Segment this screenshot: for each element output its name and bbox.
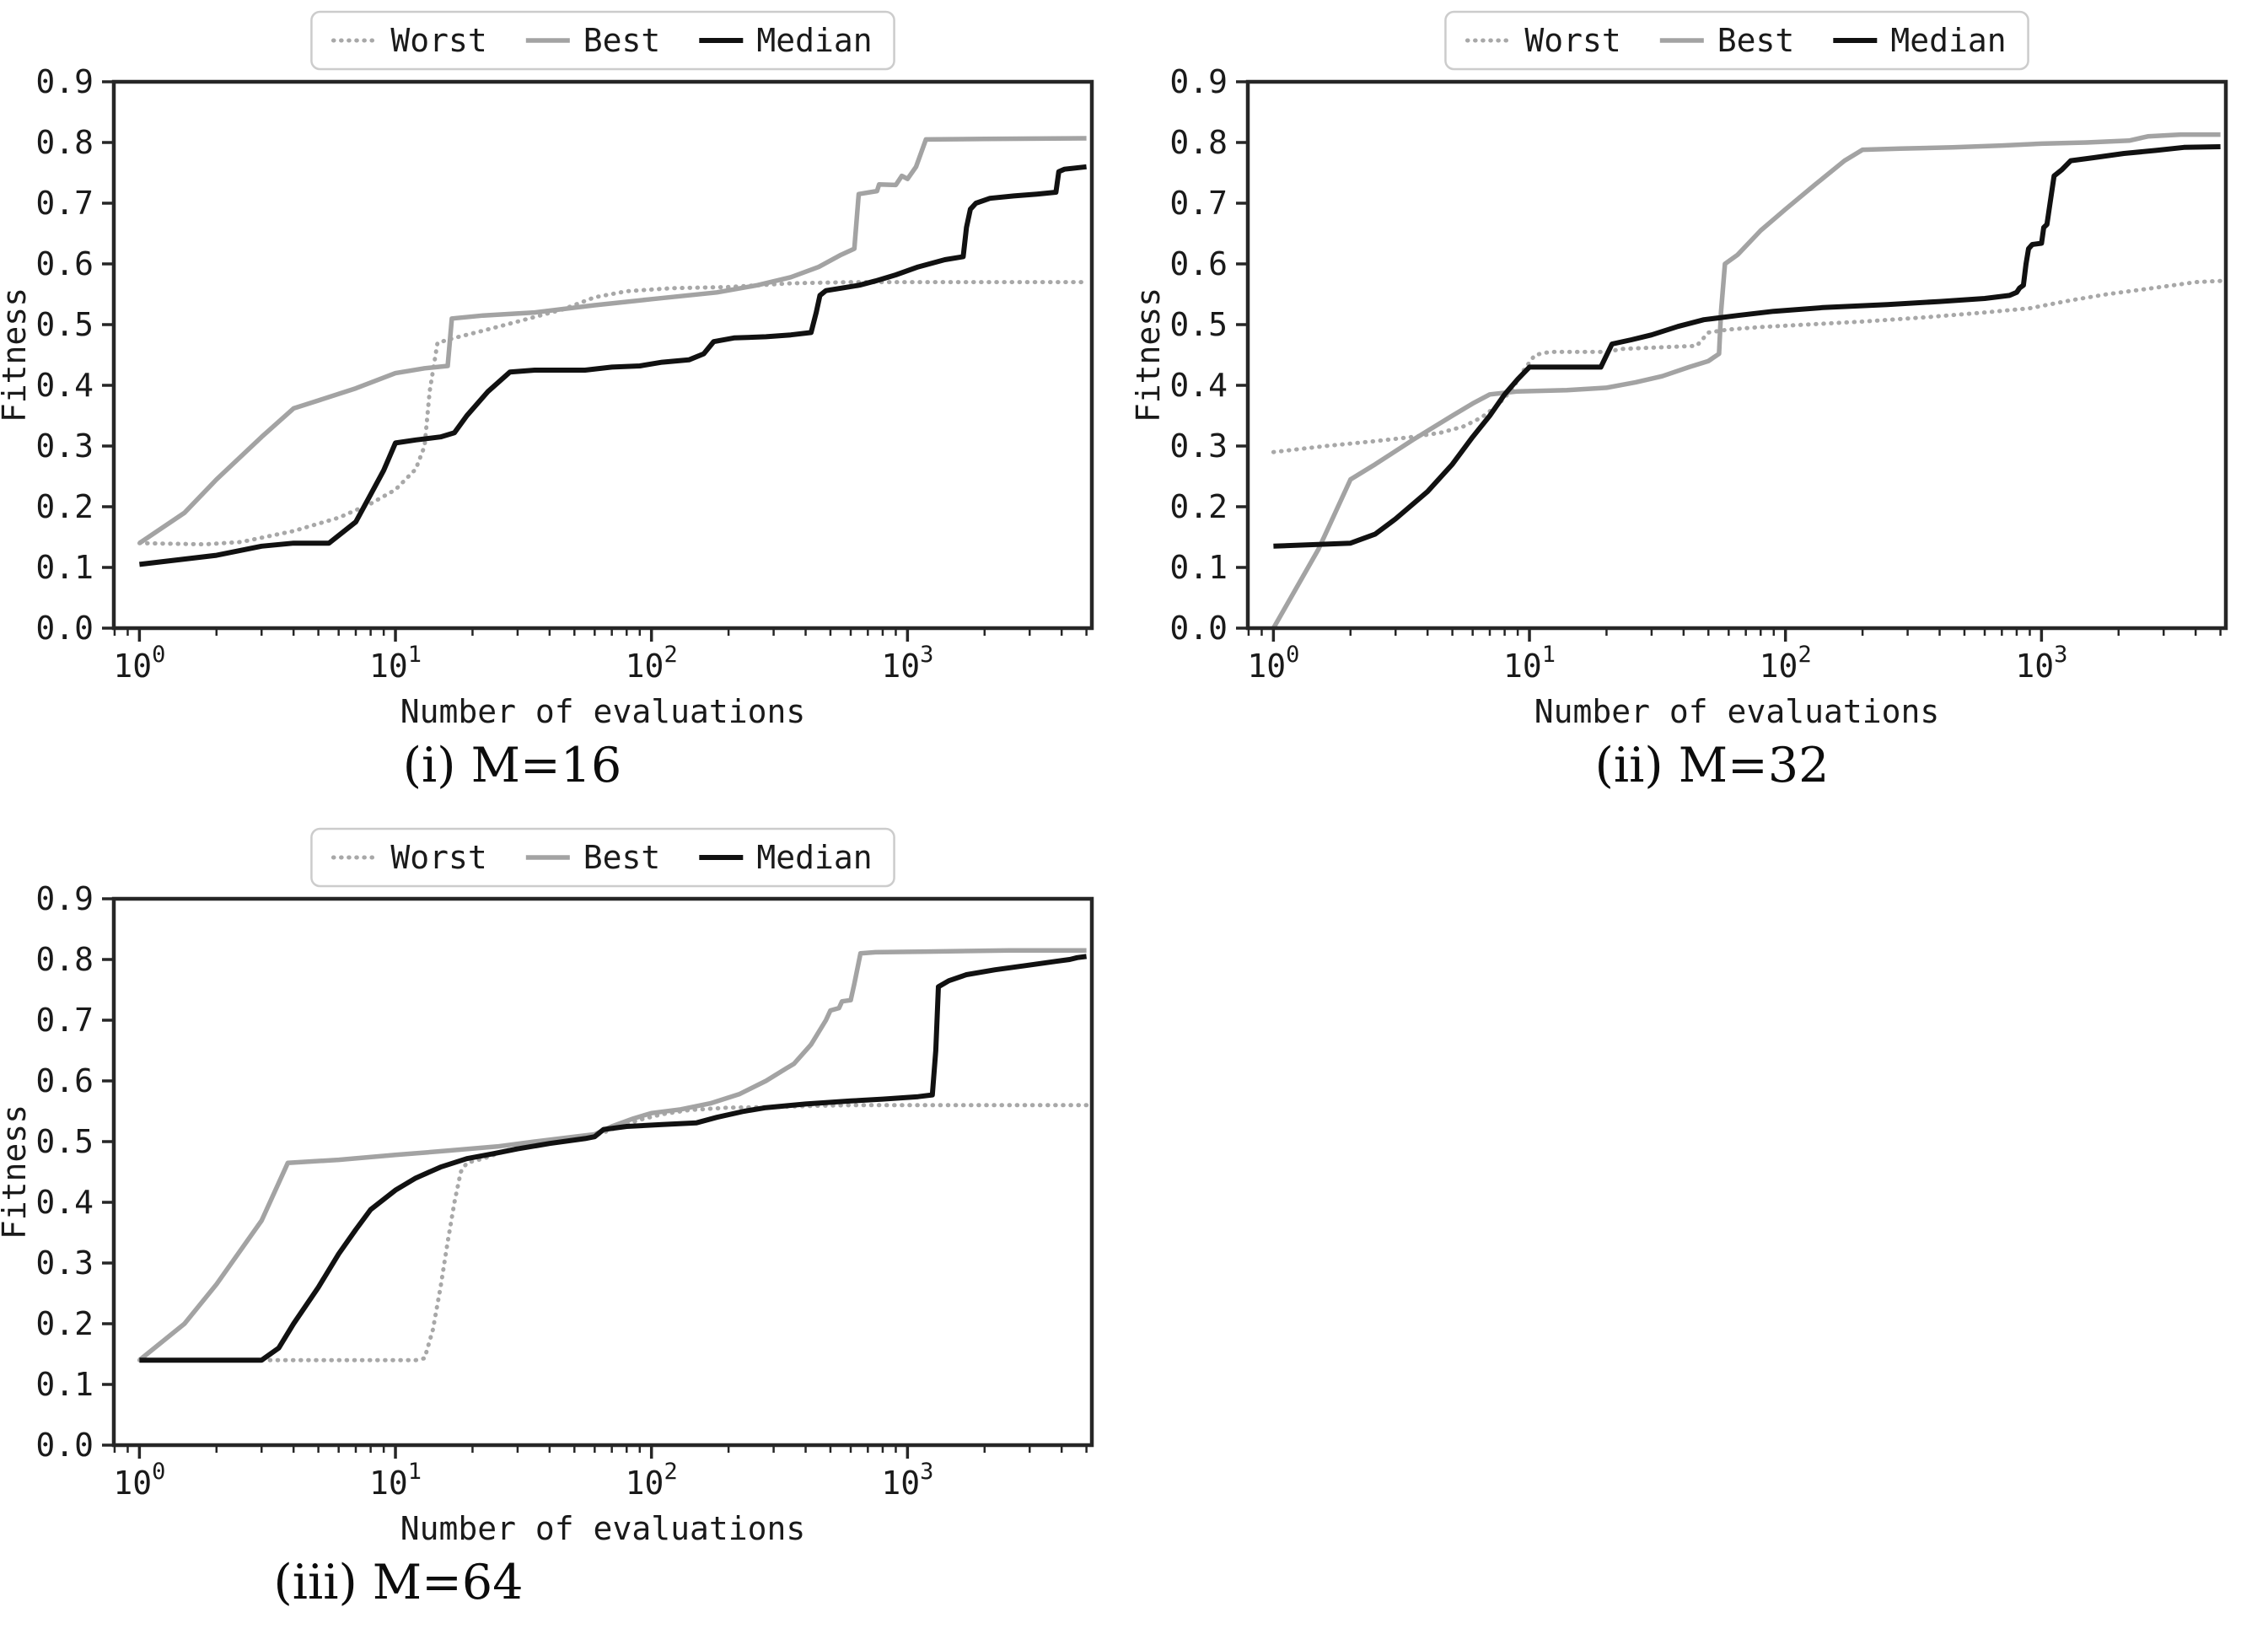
- y-tick-label: 0.9: [35, 880, 94, 917]
- x-tick-label: 103: [881, 1459, 933, 1502]
- y-tick-label: 0.0: [35, 1427, 94, 1464]
- axes: 0.0 0.1 0.2 0.3 0.4 0.5 0.6 0.7 0.8 0.9 100 101 102 1…: [0, 880, 1088, 1542]
- x-tick-label: 103: [2015, 642, 2067, 685]
- axes: 0.0 0.1 0.2 0.3 0.4 0.5 0.6 0.7 0.8 0.9 100 101 102 1…: [0, 63, 1088, 725]
- x-tick-label: 102: [1760, 642, 1812, 685]
- plot-spines: [111, 79, 1094, 631]
- y-axis-label: Fitness: [0, 288, 33, 422]
- legend-label-median: Median: [756, 839, 872, 876]
- x-tick-label: 100: [113, 642, 165, 685]
- chart-m64-canvas: Worst Best Median0.00.10.20.30.40.50.60.70…: [0, 827, 1094, 1542]
- median-line: [1273, 144, 2221, 549]
- legend-label-best: Best: [583, 839, 661, 876]
- plot-spines: [111, 896, 1094, 1448]
- y-tick-label: 0.5: [35, 1123, 94, 1160]
- y-tick-label: 0.0: [35, 610, 94, 647]
- legend: Worst Best Median: [310, 10, 895, 71]
- median-line: [139, 954, 1087, 1363]
- y-axis-label: Fitness: [0, 1105, 33, 1239]
- chart-m32: Worst Best Median 0.0 0.1 0.2 0.3 0.4 0.5 0.6 0.7 0…: [1134, 0, 2268, 817]
- x-axis-label: Number of evaluations: [400, 693, 805, 725]
- caption-m32: (ii) M=32: [1594, 738, 1830, 793]
- y-tick-label: 0.1: [35, 1366, 94, 1403]
- plot-spines: [1245, 79, 2228, 631]
- chart-m16-canvas: Worst Best Median0.00.10.20.30.40.50.60.70…: [0, 10, 1094, 725]
- legend-box: [1444, 10, 2029, 71]
- chart-m32-canvas: Worst Best Median0.00.10.20.30.40.50.60.70…: [1134, 10, 2228, 725]
- y-tick-label: 0.1: [35, 549, 94, 586]
- y-tick-label: 0.5: [1169, 306, 1228, 343]
- y-tick-label: 0.6: [35, 1062, 94, 1099]
- y-tick-label: 0.7: [1169, 185, 1228, 222]
- caption-m16: (i) M=16: [402, 738, 622, 793]
- y-tick-label: 0.5: [35, 306, 94, 343]
- legend-box: [310, 10, 895, 71]
- x-tick-label: 102: [626, 642, 678, 685]
- legend: Worst Best Median: [310, 827, 895, 888]
- best-line: [137, 948, 1087, 1363]
- median-line: [139, 164, 1087, 567]
- x-tick-label: 103: [881, 642, 933, 685]
- x-tick-label: 101: [369, 642, 422, 685]
- x-tick-label: 102: [626, 1459, 678, 1502]
- y-tick-label: 0.3: [35, 1244, 94, 1282]
- legend: Worst Best Median: [1444, 10, 2029, 71]
- x-tick-label: 100: [113, 1459, 165, 1502]
- legend-label-worst: Worst: [390, 839, 486, 876]
- y-tick-label: 0.3: [35, 427, 94, 465]
- caption-m64: (iii) M=64: [273, 1555, 524, 1610]
- legend-box: [310, 827, 895, 888]
- worst-line: [1271, 278, 2223, 454]
- worst-line: [137, 280, 1089, 547]
- y-axis-label: Fitness: [1134, 288, 1167, 422]
- best-line: [1271, 132, 2221, 630]
- axes: 0.0 0.1 0.2 0.3 0.4 0.5 0.6 0.7 0.8 0.9 100 101 102 1…: [1134, 63, 2222, 725]
- y-tick-label: 0.6: [1169, 245, 1228, 282]
- y-tick-label: 0.7: [35, 185, 94, 222]
- y-tick-label: 0.4: [35, 1184, 94, 1221]
- y-tick-label: 0.4: [35, 367, 94, 404]
- y-tick-label: 0.2: [35, 488, 94, 525]
- y-tick-label: 0.9: [1169, 63, 1228, 100]
- x-tick-label: 101: [1503, 642, 1556, 685]
- legend-label-median: Median: [756, 22, 872, 59]
- y-tick-label: 0.8: [35, 941, 94, 978]
- y-tick-label: 0.8: [1169, 124, 1228, 161]
- legend-label-best: Best: [583, 22, 661, 59]
- worst-line: [137, 1103, 1089, 1363]
- y-tick-label: 0.3: [1169, 427, 1228, 465]
- best-line: [137, 136, 1087, 546]
- y-tick-label: 0.0: [1169, 610, 1228, 647]
- legend-label-worst: Worst: [1524, 22, 1620, 59]
- legend-label-median: Median: [1890, 22, 2006, 59]
- legend-label-best: Best: [1717, 22, 1795, 59]
- x-axis-label: Number of evaluations: [1534, 693, 1939, 725]
- y-tick-label: 0.4: [1169, 367, 1228, 404]
- y-tick-label: 0.1: [1169, 549, 1228, 586]
- y-tick-label: 0.9: [35, 63, 94, 100]
- legend-label-worst: Worst: [390, 22, 486, 59]
- x-tick-label: 100: [1247, 642, 1299, 685]
- x-axis-label: Number of evaluations: [400, 1510, 805, 1542]
- y-tick-label: 0.6: [35, 245, 94, 282]
- chart-m64: Worst Best Median 0.0 0.1 0.2 0.3 0.4 0.5 0.6 0.7 0…: [0, 817, 1134, 1634]
- y-tick-label: 0.7: [35, 1002, 94, 1039]
- x-tick-label: 101: [369, 1459, 422, 1502]
- y-tick-label: 0.2: [1169, 488, 1228, 525]
- y-tick-label: 0.8: [35, 124, 94, 161]
- chart-m16: Worst Best Median 0.0 0.1 0.2 0.3 0.4 0.5 0.6 0.7 0…: [0, 0, 1134, 817]
- y-tick-label: 0.2: [35, 1305, 94, 1342]
- empty-quadrant: [1134, 817, 2268, 1634]
